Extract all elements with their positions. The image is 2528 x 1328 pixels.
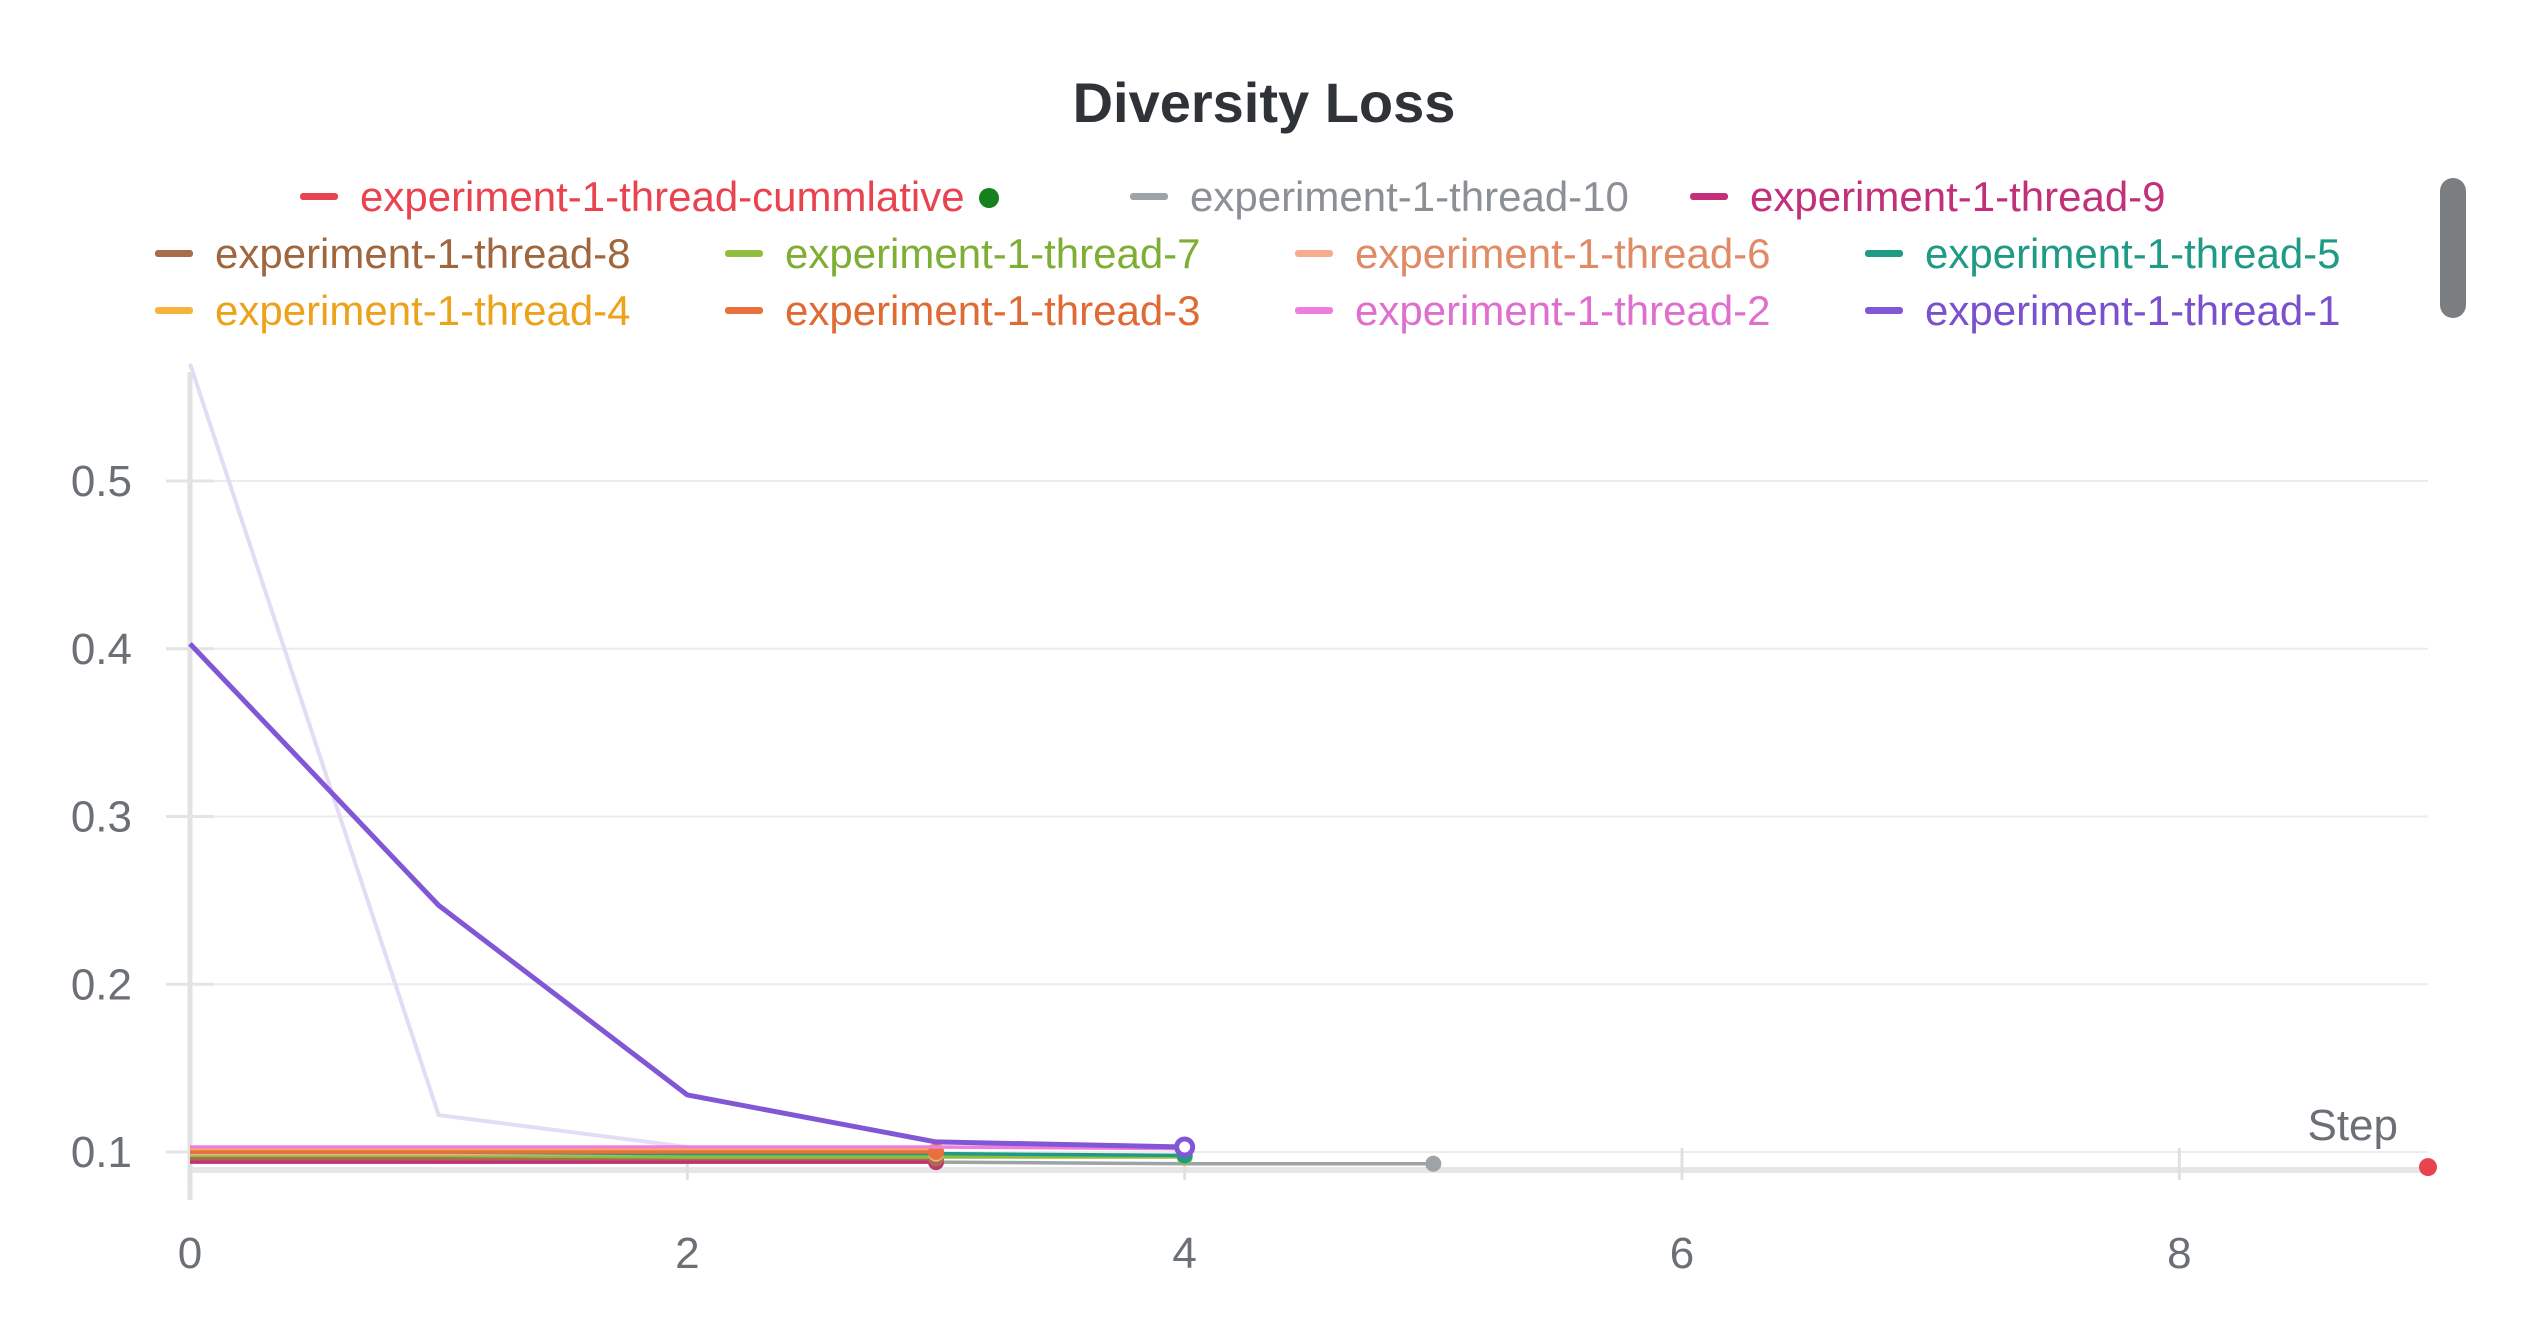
legend-swatch — [1130, 193, 1168, 201]
legend-item[interactable]: experiment-1-thread-8 — [155, 225, 631, 282]
legend-item[interactable]: experiment-1-thread-4 — [155, 282, 631, 339]
x-tick-label: 6 — [1670, 1229, 1694, 1278]
legend-item[interactable]: experiment-1-thread-5 — [1865, 225, 2341, 282]
chart-title: Diversity Loss — [1072, 71, 1456, 134]
legend: experiment-1-thread-cummlative experiment… — [130, 168, 2430, 339]
legend-swatch — [1865, 250, 1903, 258]
series-line — [190, 1145, 1185, 1151]
x-tick-label: 8 — [2167, 1229, 2191, 1278]
legend-label: experiment-1-thread-2 — [1355, 287, 1771, 334]
x-tick-label: 4 — [1172, 1229, 1196, 1278]
grid — [166, 480, 2428, 1153]
legend-status-dot — [978, 187, 999, 208]
series-line — [188, 641, 1185, 1150]
legend-label: experiment-1-thread-5 — [1925, 230, 2341, 277]
legend-item[interactable]: experiment-1-thread-cummlative — [300, 168, 999, 225]
y-tick-label: 0.3 — [71, 793, 132, 842]
legend-label: experiment-1-thread-6 — [1355, 230, 1771, 277]
legend-item[interactable]: experiment-1-thread-9 — [1690, 168, 2166, 225]
legend-item[interactable]: experiment-1-thread-6 — [1295, 225, 1771, 282]
series-endpoint — [1425, 1155, 1442, 1172]
y-tick-label: 0.1 — [71, 1128, 132, 1177]
legend-scrollbar[interactable] — [2440, 178, 2466, 318]
legend-item[interactable]: experiment-1-thread-7 — [725, 225, 1201, 282]
legend-row: experiment-1-thread-cummlative experiment… — [130, 168, 2430, 225]
legend-swatch — [725, 307, 763, 315]
legend-item[interactable]: experiment-1-thread-3 — [725, 282, 1201, 339]
legend-swatch — [725, 250, 763, 258]
legend-swatch — [1690, 193, 1728, 201]
legend-swatch — [300, 193, 338, 201]
legend-label: experiment-1-thread-3 — [785, 287, 1201, 334]
y-tick-label: 0.4 — [71, 625, 132, 674]
legend-label: experiment-1-thread-9 — [1750, 173, 2166, 220]
legend-label: experiment-1-thread-7 — [785, 230, 1201, 277]
legend-label: experiment-1-thread-8 — [215, 230, 631, 277]
legend-item[interactable]: experiment-1-thread-2 — [1295, 282, 1771, 339]
legend-swatch — [1865, 307, 1903, 315]
legend-row: experiment-1-thread-8 experiment-1-thread… — [130, 225, 2430, 282]
series-lines — [188, 641, 2437, 1177]
legend-swatch — [1295, 250, 1333, 258]
legend-swatch — [1295, 307, 1333, 315]
faded-series-line — [188, 362, 688, 1149]
legend-label: experiment-1-thread-4 — [215, 287, 631, 334]
x-axis-label: Step — [2307, 1101, 2398, 1150]
legend-swatch — [155, 307, 193, 315]
legend-item[interactable]: experiment-1-thread-10 — [1130, 168, 1629, 225]
legend-label: experiment-1-thread-cummlative — [360, 173, 965, 220]
legend-label: experiment-1-thread-1 — [1925, 287, 2341, 334]
axes — [166, 372, 2428, 1200]
legend-item[interactable]: experiment-1-thread-1 — [1865, 282, 2341, 339]
x-tick-label: 0 — [178, 1229, 202, 1278]
y-tick-label: 0.5 — [71, 457, 132, 506]
y-tick-label: 0.2 — [71, 960, 132, 1009]
series-endpoint — [2419, 1158, 2437, 1177]
legend-swatch — [155, 250, 193, 258]
legend-row: experiment-1-thread-4 experiment-1-thread… — [130, 282, 2430, 339]
series-endpoint — [1174, 1136, 1196, 1158]
x-tick-label: 2 — [675, 1229, 699, 1278]
tick-labels: 0.1 0.2 0.3 0.4 0.5 0 2 4 6 8 — [71, 457, 2192, 1278]
faded-series — [188, 362, 688, 1149]
legend-label: experiment-1-thread-10 — [1190, 173, 1629, 220]
